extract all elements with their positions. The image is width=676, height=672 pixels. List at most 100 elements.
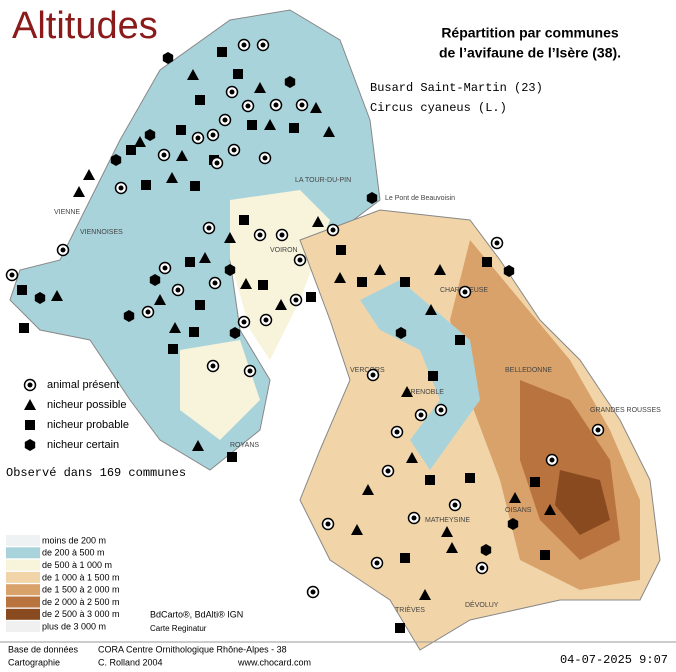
legend-label: nicheur probable — [47, 419, 129, 431]
marker-certain — [149, 274, 161, 286]
marker-possible — [73, 186, 85, 197]
marker-possible — [199, 252, 211, 263]
marker-present — [297, 257, 303, 263]
marker-present — [145, 309, 151, 315]
altitude-label: de 200 à 500 m — [42, 548, 105, 558]
marker-probable — [400, 553, 410, 563]
marker-present — [206, 225, 212, 231]
marker-present — [385, 468, 391, 474]
marker-probable — [540, 550, 550, 560]
marker-certain — [480, 544, 492, 556]
marker-possible — [192, 440, 204, 451]
marker-present — [210, 132, 216, 138]
marker-certain — [110, 154, 122, 166]
marker-present — [175, 287, 181, 293]
legend-label: nicheur certain — [47, 439, 119, 451]
marker-possible — [334, 272, 346, 283]
heading: de l’avifaune de l’Isère (38). — [439, 45, 621, 61]
marker-present — [262, 155, 268, 161]
altitude-swatch — [6, 608, 40, 620]
marker-probable — [239, 215, 249, 225]
marker-certain — [224, 264, 236, 276]
marker-present — [370, 372, 376, 378]
marker-certain — [366, 192, 378, 204]
marker-probable — [185, 257, 195, 267]
marker-probable — [425, 475, 435, 485]
marker-present — [162, 265, 168, 271]
place-label: Le Pont de Beauvoisin — [385, 195, 455, 202]
credit: www.chocard.com — [237, 657, 311, 667]
marker-present — [549, 457, 555, 463]
marker-probable — [168, 344, 178, 354]
place-label: BELLEDONNE — [505, 367, 552, 374]
marker-probable — [465, 473, 475, 483]
marker-certain — [24, 439, 36, 451]
marker-possible — [401, 386, 413, 397]
marker-probable — [189, 327, 199, 337]
marker-present — [222, 117, 228, 123]
altitude-swatch — [6, 584, 40, 596]
marker-possible — [419, 589, 431, 600]
marker-possible — [187, 69, 199, 80]
region-mid — [180, 340, 260, 440]
marker-present — [229, 89, 235, 95]
altitude-label: plus de 3 000 m — [42, 621, 106, 631]
marker-present — [394, 429, 400, 435]
marker-present — [212, 280, 218, 286]
marker-probable — [126, 145, 136, 155]
marker-present — [452, 502, 458, 508]
marker-present — [279, 232, 285, 238]
marker-probable — [195, 300, 205, 310]
marker-present — [263, 317, 269, 323]
latin-name: Circus cyaneus (L.) — [370, 101, 507, 115]
place-label: GRANDES ROUSSES — [590, 407, 661, 414]
marker-present — [241, 42, 247, 48]
altitude-swatch — [6, 571, 40, 583]
species: Busard Saint-Martin (23) — [370, 81, 543, 95]
marker-probable — [428, 371, 438, 381]
marker-present — [273, 102, 279, 108]
place-label: VIENNOISES — [80, 229, 123, 236]
altitude-label: de 500 à 1 000 m — [42, 560, 112, 570]
marker-present — [247, 368, 253, 374]
marker-present — [27, 382, 33, 388]
marker-probable — [258, 280, 268, 290]
marker-certain — [503, 265, 515, 277]
marker-probable — [195, 95, 205, 105]
marker-probable — [25, 420, 35, 430]
altitude-swatch — [6, 547, 40, 559]
marker-certain — [34, 292, 46, 304]
marker-probable — [227, 452, 237, 462]
marker-possible — [374, 264, 386, 275]
marker-possible — [323, 126, 335, 137]
marker-present — [9, 272, 15, 278]
altitude-label: de 1 000 à 1 500 m — [42, 572, 120, 582]
marker-possible — [169, 322, 181, 333]
marker-present — [60, 247, 66, 253]
legend-label: animal présent — [47, 379, 119, 391]
marker-present — [330, 227, 336, 233]
place-label: GRENOBLE — [405, 389, 444, 396]
marker-possible — [446, 542, 458, 553]
credit: BdCarto®, BdAlti® IGN — [150, 609, 243, 619]
place-label: VOIRON — [270, 247, 298, 254]
observed-count: Observé dans 169 communes — [6, 466, 186, 480]
marker-possible — [544, 504, 556, 515]
marker-probable — [395, 623, 405, 633]
valley — [360, 280, 480, 470]
marker-possible — [154, 294, 166, 305]
place-label: LA TOUR-DU-PIN — [295, 177, 351, 184]
credit: C. Rolland 2004 — [98, 657, 163, 667]
marker-certain — [162, 52, 174, 64]
marker-possible — [24, 399, 36, 410]
marker-possible — [264, 119, 276, 130]
place-label: DÉVOLUY — [465, 600, 499, 609]
date: 04-07-2025 9:07 — [560, 653, 668, 667]
marker-present — [310, 589, 316, 595]
marker-possible — [51, 290, 63, 301]
title: Altitudes — [12, 5, 158, 47]
marker-present — [260, 42, 266, 48]
credit: CORA Centre Ornithologique Rhône-Alpes -… — [98, 644, 287, 654]
marker-present — [245, 103, 251, 109]
